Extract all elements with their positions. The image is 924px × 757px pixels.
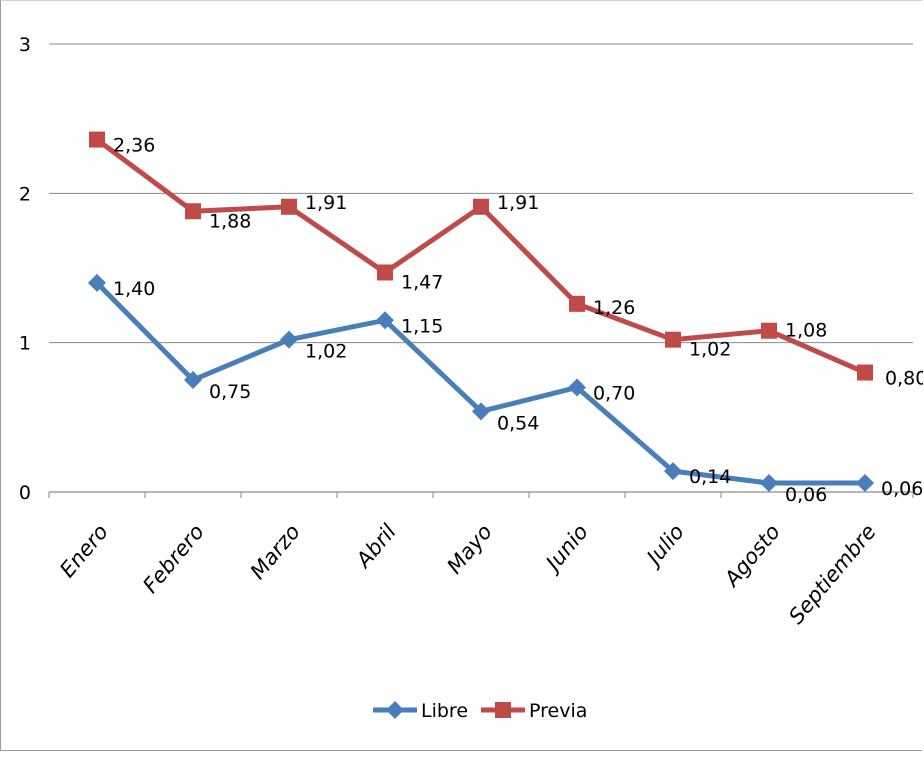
- y-axis: 0 1 2 3: [19, 34, 31, 504]
- marker-previa: [281, 198, 297, 215]
- data-label-previa: 1,88: [209, 210, 251, 232]
- data-label-previa: 1,91: [305, 192, 347, 214]
- legend-swatch-marker: [495, 702, 511, 718]
- y-tick-label: 1: [19, 333, 31, 355]
- x-tick-label: Septiembre: [784, 520, 881, 629]
- marker-previa: [761, 322, 777, 339]
- data-label-libre: 1,40: [113, 278, 155, 300]
- data-label-previa: 0,80: [885, 368, 923, 390]
- data-label-libre: 0,75: [209, 381, 251, 403]
- y-tick-label: 2: [19, 183, 31, 205]
- x-tick-label: Marzo: [246, 520, 305, 584]
- data-label-libre: 1,15: [401, 315, 443, 337]
- x-tick-label: Febrero: [138, 520, 209, 598]
- marker-libre: [88, 273, 106, 292]
- data-label-libre: 0,54: [497, 412, 539, 434]
- data-label-previa: 1,26: [593, 297, 635, 319]
- marker-libre: [568, 378, 586, 397]
- data-label-previa: 1,08: [785, 320, 827, 342]
- x-tick-label: Julio: [640, 520, 689, 572]
- data-label-previa: 1,91: [497, 192, 539, 214]
- marker-libre: [472, 402, 490, 421]
- x-axis: Enero Febrero Marzo Abril Mayo Junio Julio Agos…: [48, 491, 914, 629]
- marker-previa: [665, 331, 681, 348]
- marker-libre: [280, 330, 298, 349]
- legend-label: Libre: [421, 700, 468, 722]
- series-line-previa: [95, 137, 866, 375]
- marker-libre: [664, 462, 682, 481]
- legend-label: Previa: [529, 700, 587, 722]
- data-label-previa: 2,36: [113, 135, 155, 157]
- x-tick-label: Enero: [55, 520, 113, 582]
- marker-libre: [376, 311, 394, 330]
- data-labels: 1,40 0,75 1,02 1,15 0,54 0,70 0,14 0,06 0,06 2,36…: [113, 135, 924, 506]
- marker-previa: [185, 203, 201, 220]
- legend: Libre Previa: [373, 700, 587, 722]
- marker-previa: [857, 364, 873, 381]
- y-tick-label: 0: [19, 482, 31, 504]
- y-tick-label: 3: [19, 34, 31, 56]
- data-label-previa: 1,02: [689, 339, 731, 361]
- x-tick-label: Mayo: [442, 520, 497, 579]
- marker-previa: [89, 131, 105, 148]
- series-layer: [88, 131, 874, 493]
- marker-previa: [569, 295, 585, 312]
- marker-libre: [760, 474, 778, 493]
- x-tick-label: Junio: [539, 520, 593, 578]
- legend-item-previa: Previa: [481, 700, 587, 722]
- legend-swatch-marker: [386, 701, 404, 719]
- x-tick-label: Agosto: [719, 520, 785, 593]
- data-label-libre: 0,06: [785, 484, 827, 506]
- data-label-libre: 1,02: [305, 341, 347, 363]
- data-label-libre: 0,70: [593, 382, 635, 404]
- data-label-libre: 0,14: [689, 466, 731, 488]
- marker-libre: [856, 474, 874, 493]
- marker-previa: [473, 198, 489, 215]
- data-label-previa: 1,47: [401, 271, 443, 293]
- data-label-libre: 0,06: [881, 478, 923, 500]
- gridlines: [49, 43, 913, 344]
- x-tick-label: Abril: [350, 520, 401, 574]
- marker-previa: [377, 264, 393, 281]
- legend-item-libre: Libre: [373, 700, 468, 722]
- marker-libre: [184, 371, 202, 389]
